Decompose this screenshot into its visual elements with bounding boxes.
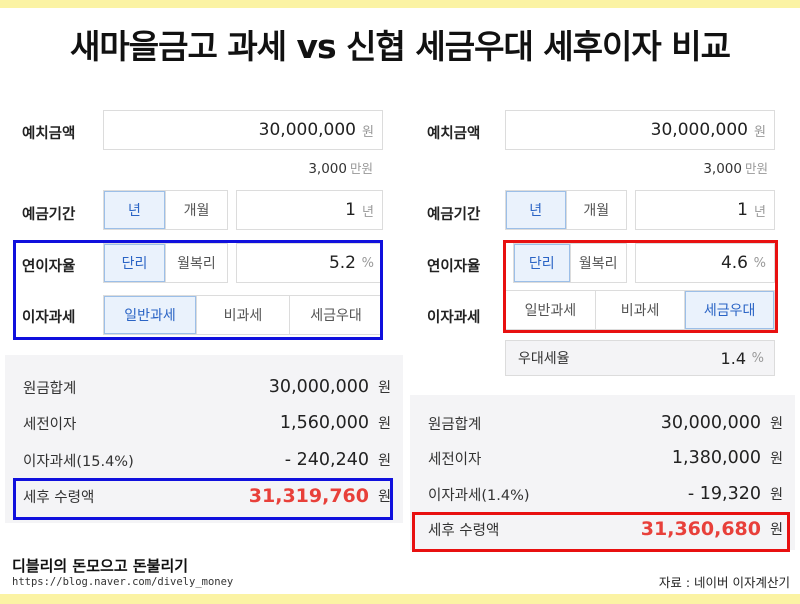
summary-row: 원금합계 30,000,000 원 [23, 377, 391, 397]
net-amount-value: 31,319,760 [248, 485, 369, 507]
deposit-value: 30,000,000 [258, 120, 356, 140]
deposit-label: 예치금액 [427, 126, 481, 142]
deposit-unit: 원 [362, 124, 374, 140]
rate-unit: % [361, 255, 374, 271]
tax-option-general[interactable]: 일반과세 [506, 291, 596, 329]
period-input[interactable]: 1 년 [236, 190, 383, 230]
summary-row: 이자과세(15.4%) - 240,240 원 [23, 450, 391, 470]
period-option-month[interactable]: 개월 [583, 203, 610, 219]
deposit-sub: 3,000 만원 [308, 161, 373, 177]
period-option-month[interactable]: 개월 [183, 203, 210, 219]
net-amount-row: 세후 수령액 31,360,680 원 [410, 511, 795, 547]
net-amount-label: 세후 수령액 [23, 489, 95, 506]
bottom-accent-bar [0, 594, 800, 604]
tax-option-exempt[interactable]: 비과세 [596, 291, 686, 329]
deposit-label: 예치금액 [22, 126, 76, 142]
rate-value: 5.2 [328, 253, 356, 273]
top-accent-bar [0, 0, 800, 8]
preferential-tax-rate-unit: % [751, 350, 764, 366]
rate-input[interactable]: 5.2 % [236, 243, 383, 283]
tax-option-exempt[interactable]: 비과세 [197, 296, 290, 334]
tax-label: 이자과세 [22, 310, 76, 326]
summary-row: 이자과세(1.4%) - 19,320 원 [428, 484, 783, 504]
page-title: 새마을금고 과세 vs 신협 세금우대 세후이자 비교 [70, 27, 731, 66]
net-amount-value: 31,360,680 [640, 518, 761, 540]
period-unit: 년 [362, 204, 374, 220]
source-note: 자료 : 네이버 이자계산기 [658, 575, 790, 590]
result-summary: 원금합계 30,000,000 원 세전이자 1,380,000 원 이자과세(… [410, 395, 795, 550]
calculator-panel-right: 예치금액 30,000,000 원 3,000 만원 예금기간 년 개월 1 년 … [405, 100, 800, 560]
period-option-year[interactable]: 년 [506, 191, 567, 229]
tax-option-general[interactable]: 일반과세 [104, 296, 197, 334]
result-summary: 원금합계 30,000,000 원 세전이자 1,560,000 원 이자과세(… [5, 355, 403, 523]
summary-row: 원금합계 30,000,000 원 [428, 413, 783, 433]
summary-row: 세전이자 1,560,000 원 [23, 413, 391, 433]
preferential-tax-rate-label: 우대세율 [518, 351, 570, 367]
blog-url: https://blog.naver.com/dively_money [12, 576, 234, 588]
summary-row: 세전이자 1,380,000 원 [428, 448, 783, 468]
deposit-input[interactable]: 30,000,000 원 [505, 110, 775, 150]
blog-brand: 디블리의 돈모으고 돈불리기 [12, 557, 189, 575]
deposit-unit: 원 [754, 124, 766, 140]
net-amount-row: 세후 수령액 31,319,760 원 [5, 478, 403, 514]
period-label: 예금기간 [22, 207, 76, 223]
period-unit-toggle: 년 개월 [505, 190, 627, 230]
period-value: 1 [345, 200, 356, 220]
rate-label: 연이자율 [22, 259, 76, 275]
rate-option-simple[interactable]: 단리 [514, 244, 571, 282]
tax-option-preferential[interactable]: 세금우대 [310, 308, 362, 324]
deposit-input[interactable]: 30,000,000 원 [103, 110, 383, 150]
period-value: 1 [737, 200, 748, 220]
rate-value: 4.6 [720, 253, 748, 273]
preferential-tax-rate-value: 1.4 [720, 348, 746, 368]
tax-option-preferential[interactable]: 세금우대 [685, 291, 775, 329]
rate-unit: % [753, 255, 766, 271]
rate-input[interactable]: 4.6 % [635, 243, 775, 283]
deposit-sub: 3,000 만원 [703, 161, 768, 177]
rate-label: 연이자율 [427, 259, 481, 275]
calculator-panel-left: 예치금액 30,000,000 원 3,000 만원 예금기간 년 개월 1 년 … [0, 100, 403, 560]
tax-label: 이자과세 [427, 310, 481, 326]
rate-type-toggle: 단리 월복리 [103, 243, 228, 283]
tax-type-toggle: 일반과세 비과세 세금우대 [103, 295, 383, 335]
period-unit-toggle: 년 개월 [103, 190, 228, 230]
rate-option-simple[interactable]: 단리 [104, 244, 166, 282]
rate-option-monthly-compound[interactable]: 월복리 [578, 256, 618, 272]
deposit-value: 30,000,000 [650, 120, 748, 140]
period-label: 예금기간 [427, 207, 481, 223]
net-amount-label: 세후 수령액 [428, 522, 500, 539]
tax-type-toggle: 일반과세 비과세 세금우대 [505, 290, 775, 330]
period-option-year[interactable]: 년 [104, 191, 166, 229]
preferential-tax-rate-row: 우대세율 1.4 % [505, 340, 775, 376]
rate-type-toggle: 단리 월복리 [513, 243, 627, 283]
period-unit: 년 [754, 204, 766, 220]
rate-option-monthly-compound[interactable]: 월복리 [177, 256, 216, 272]
period-input[interactable]: 1 년 [635, 190, 775, 230]
